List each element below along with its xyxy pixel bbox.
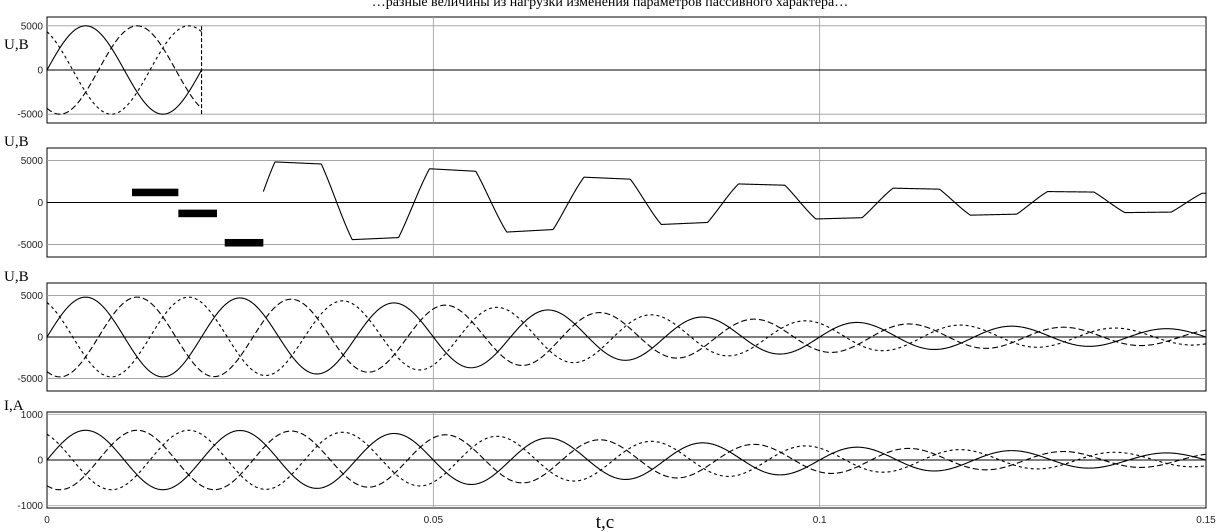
cut-off-header-text: …разные величины из нагрузки изменения п… (372, 0, 849, 10)
phase-1-trace (46, 25, 203, 115)
y-tick-label: 0 (37, 66, 43, 77)
phase-3-trace (46, 296, 1207, 378)
phase-2-trace (46, 429, 1207, 491)
phase-3-trace (46, 25, 202, 115)
y-tick-label: -5000 (17, 110, 43, 121)
x-axis-label: t,c (596, 512, 614, 532)
y-axis-label: U,B (4, 134, 29, 150)
y-tick-label: -5000 (17, 374, 43, 385)
panel-3: 5000 0 -5000 U,B (4, 269, 1207, 392)
y-axis-label: I,A (4, 398, 24, 414)
x-tick-label: 0.15 (1196, 515, 1216, 526)
phase-1-trace (46, 429, 1207, 491)
panel-1: 5000 0 -5000 U,B (4, 16, 1207, 124)
phase-1-trace (46, 296, 1207, 378)
x-tick-label: 0.05 (424, 515, 444, 526)
step-block (131, 188, 179, 197)
y-tick-label: 5000 (21, 21, 44, 32)
y-tick-label: 0 (37, 333, 43, 344)
inverter-voltage-trace (262, 161, 1207, 241)
y-tick-label: -1000 (17, 501, 43, 512)
panel-4: 1000 0 -1000 I,A (4, 398, 1207, 512)
y-axis-label: U,B (4, 37, 29, 53)
y-tick-label: 0 (37, 198, 43, 209)
step-block (178, 209, 217, 218)
panel-2: 5000 0 -5000 U,B (4, 134, 1207, 258)
x-tick-label: 0.1 (813, 515, 827, 526)
y-tick-label: 0 (37, 456, 43, 467)
y-axis-label: U,B (4, 269, 29, 285)
phase-2-trace (46, 25, 202, 115)
y-tick-label: 5000 (21, 291, 44, 302)
step-block (224, 238, 264, 247)
x-axis: 0 0.05 0.1 0.15 t,c (44, 512, 1216, 532)
y-tick-label: 1000 (21, 410, 44, 421)
x-tick-label: 0 (44, 515, 50, 526)
y-tick-label: 5000 (21, 156, 44, 167)
y-tick-label: -5000 (17, 240, 43, 251)
